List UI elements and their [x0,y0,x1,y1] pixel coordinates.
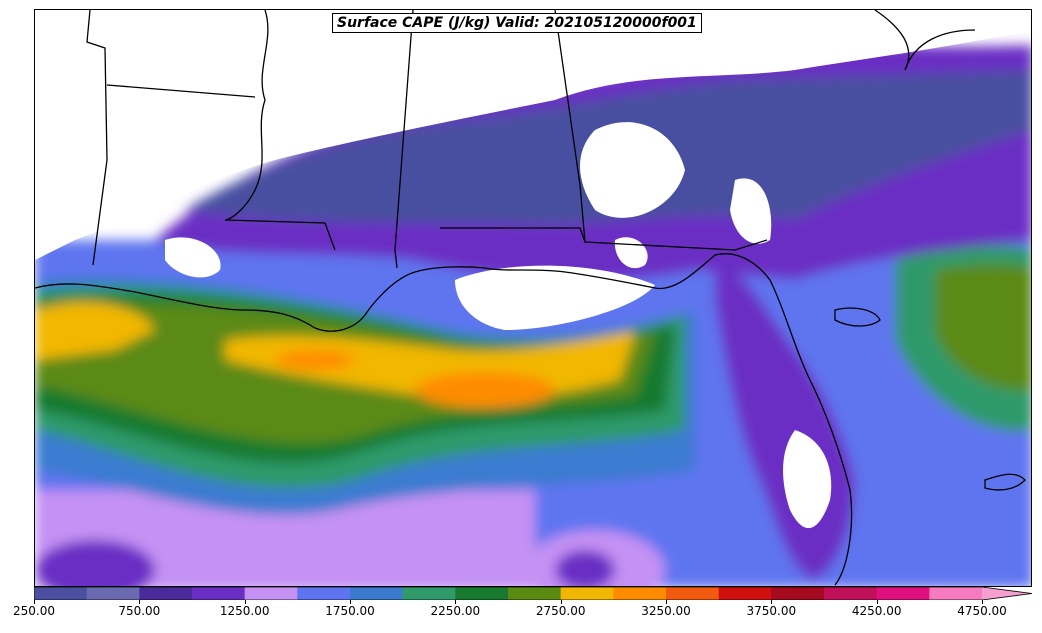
colorbar-segment [402,587,456,600]
colorbar-tick-labels: 250.00 750.00 1250.00 1750.00 2250.00 2750.00… [0,604,1042,624]
coastline [35,253,853,586]
island-outline [984,473,1026,491]
colorbar-tick-mark [666,600,667,604]
cape-fill-1000 [35,540,155,586]
cape-fill-2750 [935,264,1031,391]
colorbar-tick-mark [139,600,141,604]
boundaries [35,10,1026,586]
island-outline [834,307,881,327]
colorbar-segment [192,587,246,600]
map-title: Surface CAPE (J/kg) Valid: 202105120000f… [332,13,702,33]
colorbar-tick-mark [244,600,246,604]
colorbar-tick-label: 1250.00 [219,604,270,618]
colorbar-segment [350,587,404,600]
colorbar-tick-label: 4750.00 [957,604,1007,618]
colorbar-segment [244,587,298,600]
colorbar-tick-label: 2250.00 [430,604,481,618]
colorbar-tick-mark [982,600,983,604]
state-line [224,10,336,251]
colorbar-tick-label: 750.00 [118,604,161,618]
colorbar-tick-mark [771,600,773,604]
colorbar-segment [718,587,772,600]
colorbar-segment [455,587,509,600]
cape-fill-3000 [35,301,155,360]
colorbar-segment [508,587,562,600]
state-line [86,10,108,266]
colorbar-tick-label: 250.00 [13,604,55,618]
colorbar-segment [560,587,614,600]
colorbar-tick-mark [350,600,351,604]
colorbar-extend-arrow [982,587,1032,600]
cape-fill-1000 [555,550,615,586]
cape-field [35,10,1031,586]
colorbar-segment [297,587,351,600]
colorbar-tick-label: 1750.00 [325,604,375,618]
colorbar [34,587,1032,600]
colorbar-tick-mark [34,600,35,604]
state-line [394,10,414,269]
colorbar-segment [139,587,193,600]
colorbar-outline [34,587,1032,600]
colorbar-tick-label: 2750.00 [535,604,586,618]
colorbar-segment [34,587,88,600]
colorbar-segment [824,587,878,600]
colorbar-segment [86,587,140,600]
state-line [554,10,586,243]
colorbar-segment [929,587,983,600]
state-line [106,84,256,98]
colorbar-segment [613,587,667,600]
colorbar-tick-label: 3250.00 [641,604,691,618]
colorbar-tick-label: 3750.00 [746,604,797,618]
state-line [904,29,976,71]
colorbar-tick-mark [560,600,562,604]
state-line [440,227,768,251]
colorbar-segment [666,587,720,600]
colorbar-tick-label: 4250.00 [851,604,902,618]
colorbar-tick-mark [876,600,878,604]
cape-fill-3250 [275,350,355,370]
colorbar-tick-mark [455,600,457,604]
cape-fill-3250 [415,372,555,408]
colorbar-segment [771,587,825,600]
colorbar-segment [876,587,930,600]
cape-map [34,9,1032,587]
